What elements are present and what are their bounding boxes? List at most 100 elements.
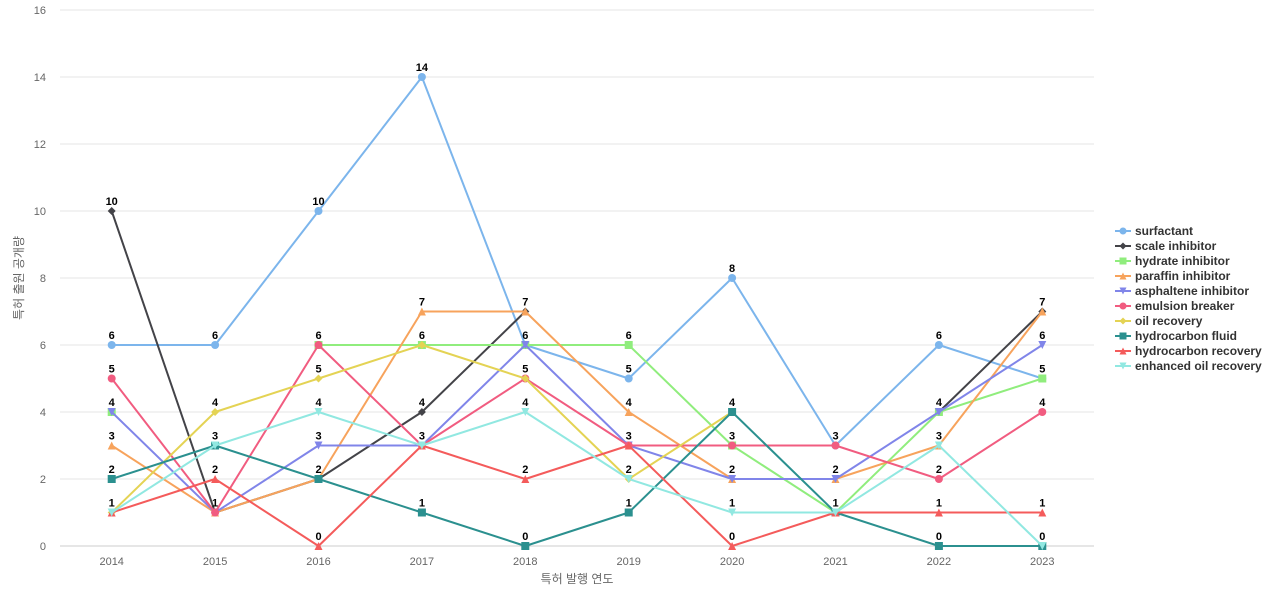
data-label: 2 (522, 464, 528, 476)
data-label: 1 (936, 498, 942, 510)
legend-item[interactable]: hydrate inhibitor (1115, 254, 1230, 268)
y-tick-label: 16 (34, 5, 46, 17)
x-tick-label: 2014 (99, 556, 123, 568)
series-line (111, 344, 733, 514)
data-point (1038, 508, 1047, 517)
data-label: 4 (729, 397, 736, 409)
data-label: 6 (626, 330, 632, 342)
data-label: 5 (109, 364, 115, 376)
data-label: 6 (522, 330, 528, 342)
legend-label: oil recovery (1135, 314, 1203, 328)
data-point (211, 441, 220, 450)
data-label: 3 (626, 431, 632, 443)
data-labels: 1065432164321106543201476431765420654321… (106, 62, 1047, 543)
legend-item[interactable]: oil recovery (1115, 314, 1203, 328)
data-point (211, 341, 220, 349)
data-label: 1 (626, 498, 632, 510)
data-label: 2 (832, 464, 838, 476)
y-axis: 0 2 4 6 8 10 12 14 16 (34, 5, 46, 553)
data-point (107, 508, 116, 517)
y-tick-label: 10 (34, 206, 46, 218)
data-point (624, 408, 633, 416)
data-point (107, 408, 116, 416)
series-line (318, 344, 1043, 514)
data-label: 14 (416, 62, 429, 74)
data-point (314, 374, 323, 383)
data-label: 1 (1039, 498, 1045, 510)
series-enhanced-oil-recovery (107, 408, 1047, 550)
data-point (1038, 408, 1047, 416)
data-label: 2 (729, 464, 735, 476)
legend-marker (1119, 287, 1127, 295)
data-label: 4 (936, 397, 943, 409)
data-label: 3 (315, 431, 321, 443)
data-label: 0 (315, 531, 321, 543)
data-label: 7 (419, 297, 425, 309)
data-label: 4 (522, 397, 529, 409)
data-point (107, 374, 116, 383)
legend-label: hydrocarbon fluid (1135, 329, 1237, 343)
legend-marker (1119, 257, 1127, 265)
legend-label: surfactant (1135, 224, 1193, 238)
data-point (624, 441, 633, 450)
legend-item[interactable]: enhanced oil recovery (1115, 359, 1262, 373)
data-point (314, 207, 323, 215)
data-point (521, 374, 530, 383)
data-label: 6 (109, 330, 115, 342)
data-label: 10 (106, 196, 118, 208)
data-point (728, 441, 737, 450)
data-point (417, 73, 426, 81)
data-point (1038, 374, 1047, 383)
data-point (1038, 307, 1047, 316)
data-point (1038, 542, 1047, 550)
legend-item[interactable]: hydrocarbon recovery (1115, 344, 1262, 358)
data-label: 8 (729, 263, 735, 275)
data-label: 5 (1039, 364, 1045, 376)
data-point (624, 374, 633, 383)
x-axis: 2014 2015 2016 2017 2018 2019 2020 2021 2022 2023 (60, 545, 1094, 568)
legend-item[interactable]: hydrocarbon fluid (1115, 329, 1237, 343)
data-point (417, 408, 426, 416)
data-point (314, 408, 323, 416)
data-point (417, 508, 426, 517)
x-tick-label: 2020 (720, 556, 744, 568)
legend-item[interactable]: surfactant (1115, 224, 1193, 238)
data-label: 3 (936, 431, 942, 443)
data-label: 5 (522, 364, 528, 376)
y-tick-label: 6 (40, 340, 46, 352)
data-label: 0 (522, 531, 528, 543)
legend-marker (1119, 272, 1127, 280)
data-point (521, 307, 530, 316)
data-point (624, 508, 633, 517)
data-point (831, 475, 840, 483)
data-label: 2 (315, 464, 321, 476)
data-label: 4 (315, 397, 322, 409)
data-point (107, 441, 116, 450)
series-line (111, 444, 1043, 547)
data-point (107, 341, 116, 349)
data-label: 1 (729, 498, 735, 510)
series-lines (107, 73, 1047, 550)
legend-item[interactable]: asphaltene inhibitor (1115, 284, 1249, 298)
data-label: 0 (1039, 531, 1045, 543)
data-label: 2 (626, 464, 632, 476)
legend-label: paraffin inhibitor (1135, 269, 1231, 283)
y-tick-label: 2 (40, 474, 46, 486)
data-label: 2 (936, 464, 942, 476)
data-point (521, 341, 530, 349)
data-point (934, 341, 943, 349)
y-tick-label: 4 (40, 407, 46, 419)
series-surfactant (107, 73, 1047, 450)
legend-label: asphaltene inhibitor (1135, 284, 1249, 298)
data-point (1038, 341, 1047, 349)
legend-item[interactable]: emulsion breaker (1115, 299, 1235, 313)
data-point (728, 274, 737, 282)
legend-item[interactable]: scale inhibitor (1115, 239, 1217, 253)
data-label: 4 (109, 397, 116, 409)
data-label: 4 (1039, 397, 1046, 409)
data-label: 0 (936, 531, 942, 543)
legend-item[interactable]: paraffin inhibitor (1115, 269, 1231, 283)
data-point (521, 408, 530, 416)
